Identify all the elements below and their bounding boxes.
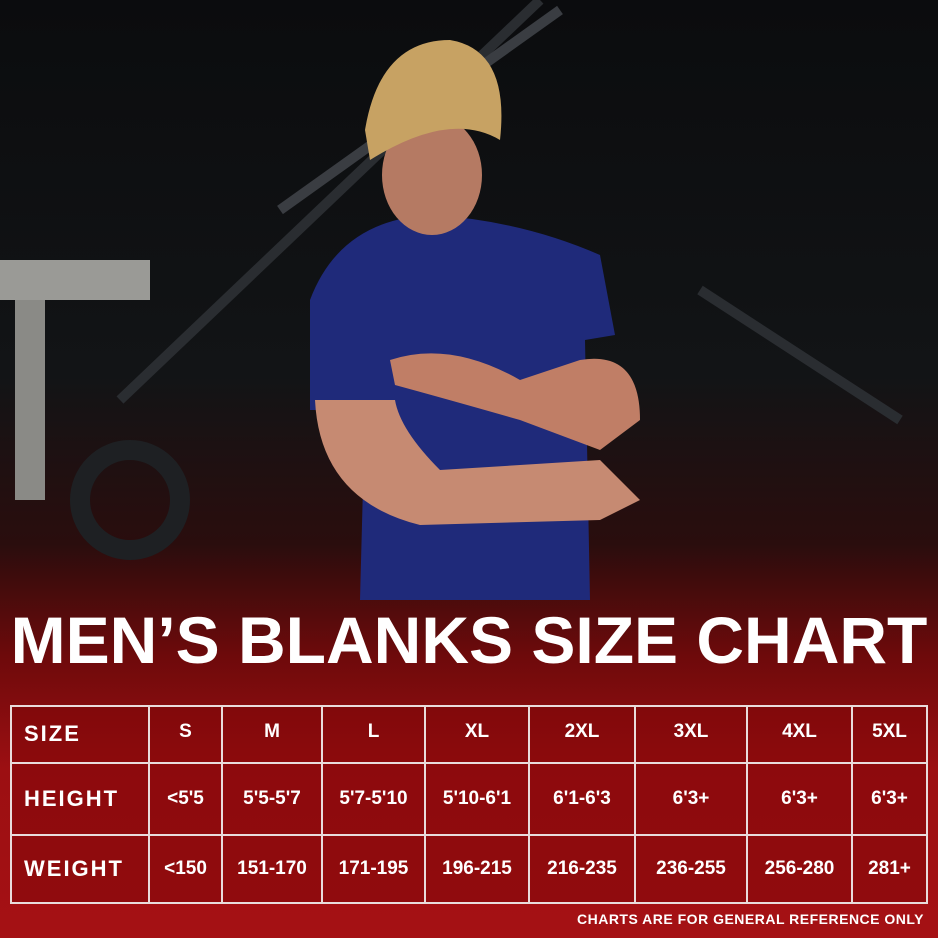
size-table: SIZE S M L XL 2XL 3XL 4XL 5XL HEIGHT <5'… <box>10 705 928 904</box>
table-cell: 5'10-6'1 <box>424 762 530 836</box>
disclaimer-note: CHARTS ARE FOR GENERAL REFERENCE ONLY <box>576 911 924 927</box>
table-cell: <150 <box>148 834 223 904</box>
header-cell: SIZE <box>10 705 150 764</box>
header-cell: 3XL <box>634 705 748 764</box>
header-cell: 4XL <box>746 705 853 764</box>
header-cell: S <box>148 705 223 764</box>
table-cell: 5'5-5'7 <box>221 762 323 836</box>
hero-photo <box>0 0 903 600</box>
table-row: WEIGHT <150 151-170 171-195 196-215 216-… <box>10 834 928 904</box>
table-cell: 5'7-5'10 <box>321 762 426 836</box>
table-cell: 256-280 <box>746 834 853 904</box>
row-label: HEIGHT <box>10 762 150 836</box>
header-cell: L <box>321 705 426 764</box>
table-cell: 216-235 <box>528 834 636 904</box>
table-cell: 281+ <box>851 834 928 904</box>
header-cell: 5XL <box>851 705 928 764</box>
table-cell: 196-215 <box>424 834 530 904</box>
row-label: WEIGHT <box>10 834 150 904</box>
header-cell: M <box>221 705 323 764</box>
table-row: HEIGHT <5'5 5'5-5'7 5'7-5'10 5'10-6'1 6'… <box>10 762 928 836</box>
header-cell: XL <box>424 705 530 764</box>
table-cell: <5'5 <box>148 762 223 836</box>
table-cell: 236-255 <box>634 834 748 904</box>
model-figure <box>310 40 640 600</box>
header-cell: 2XL <box>528 705 636 764</box>
table-cell: 6'3+ <box>746 762 853 836</box>
header-row: SIZE S M L XL 2XL 3XL 4XL 5XL <box>10 705 928 764</box>
table-cell: 151-170 <box>221 834 323 904</box>
table-cell: 6'3+ <box>851 762 928 836</box>
table-cell: 6'3+ <box>634 762 748 836</box>
table-cell: 171-195 <box>321 834 426 904</box>
table-cell: 6'1-6'3 <box>528 762 636 836</box>
page-title: MEN’S BLANKS SIZE CHART <box>10 603 928 677</box>
